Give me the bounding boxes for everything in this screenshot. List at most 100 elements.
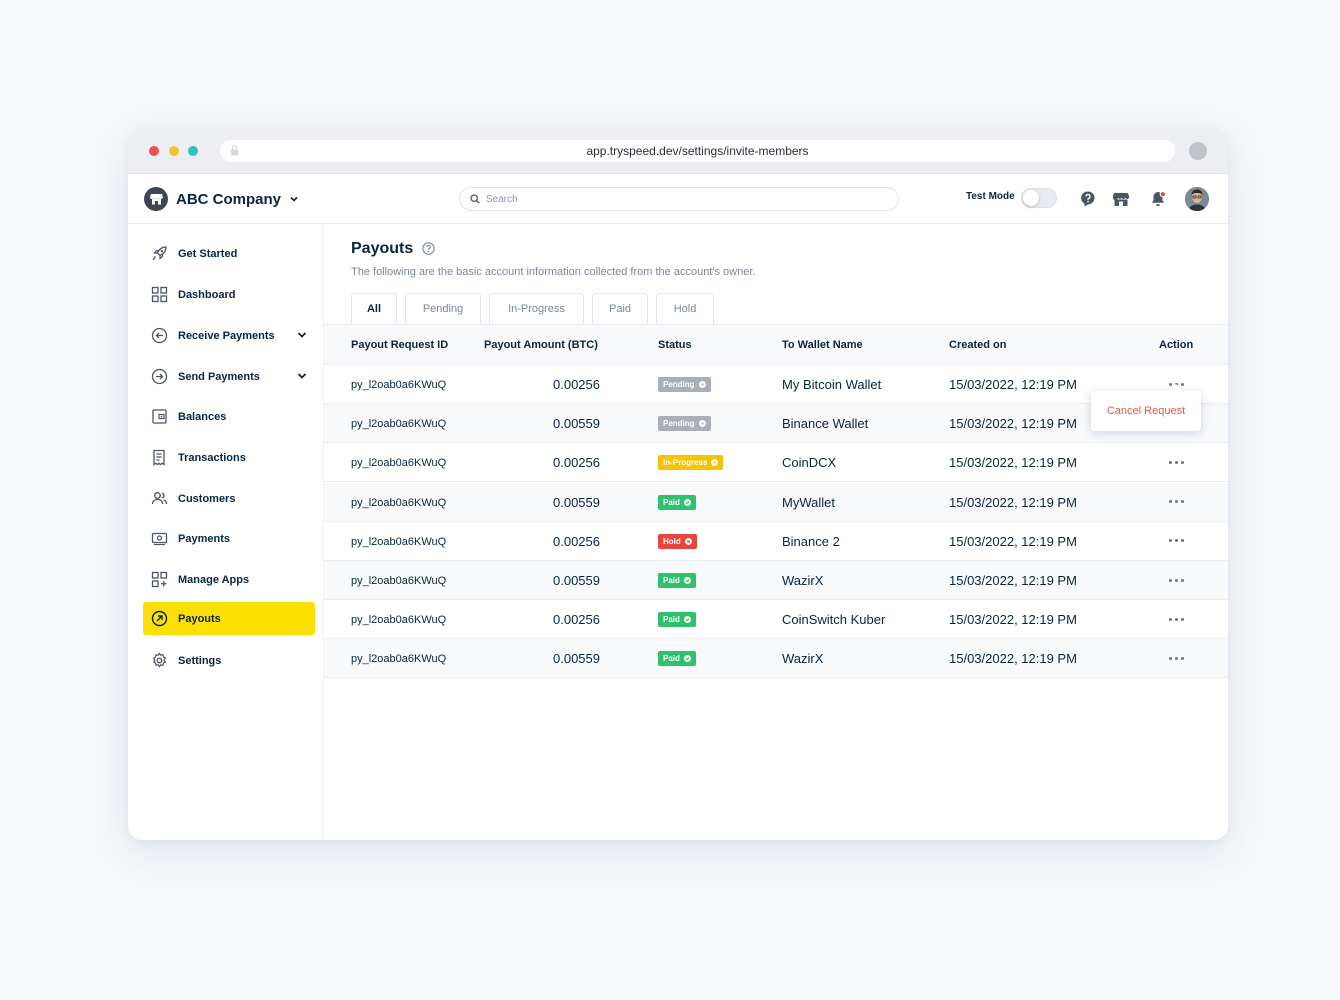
column-header-status: Status [658, 339, 692, 351]
wallet-name: My Bitcoin Wallet [782, 377, 882, 392]
store-logo-icon [144, 187, 168, 211]
rocket-icon [151, 245, 168, 262]
tab-hold[interactable]: Hold [656, 293, 714, 324]
sidebar-item-receive-payments[interactable]: Receive Payments [143, 319, 315, 352]
user-avatar[interactable] [1185, 187, 1209, 211]
column-header-created: Created on [949, 339, 1007, 351]
sidebar-item-transactions[interactable]: Transactions [143, 441, 315, 474]
cash-icon [151, 530, 168, 547]
tab-paid[interactable]: Paid [592, 293, 648, 324]
sidebar-item-label: Customers [178, 492, 236, 505]
company-switcher[interactable]: ABC Company [144, 187, 299, 211]
sidebar-item-manage-apps[interactable]: Manage Apps [143, 563, 315, 596]
payout-id: py_l2oab0a6KWuQ [351, 575, 447, 587]
sidebar-item-payments[interactable]: Payments [143, 522, 315, 555]
created-on: 15/03/2022, 12:19 PM [949, 494, 1077, 510]
sidebar-item-payouts[interactable]: Payouts [143, 602, 315, 635]
maximize-window-dot[interactable] [188, 146, 198, 156]
address-bar[interactable]: app.tryspeed.dev/settings/invite-members [220, 140, 1175, 162]
sidebar-item-label: Settings [178, 654, 222, 667]
page-subtitle: The following are the basic account info… [351, 266, 756, 278]
table-row[interactable]: py_l2oab0a6KWuQ 0.00256 Paid CoinSwitch Kub… [324, 600, 1228, 640]
cancel-request-menu-item[interactable]: Cancel Request [1091, 383, 1201, 431]
sidebar-item-balances[interactable]: Balances [143, 400, 315, 433]
sidebar-item-dashboard[interactable]: Dashboard [143, 278, 315, 311]
created-on: 15/03/2022, 12:19 PM [949, 651, 1077, 667]
sidebar-item-settings[interactable]: Settings [143, 644, 315, 677]
created-on: 15/03/2022, 12:19 PM [949, 573, 1077, 588]
payout-amount: 0.00256 [553, 455, 600, 471]
search-bar [459, 187, 899, 211]
status-label: Paid [663, 576, 680, 585]
table-row[interactable]: py_l2oab0a6KWuQ 0.00559 Paid WazirX 15/03/20… [324, 639, 1228, 679]
browser-profile-icon[interactable] [1189, 142, 1207, 160]
apps-add-icon [151, 571, 168, 588]
help-circle-icon[interactable] [422, 242, 435, 255]
column-header-action: Action [1159, 339, 1194, 351]
grid-icon [151, 286, 168, 303]
test-mode-toggle[interactable] [1021, 188, 1057, 208]
created-on: 15/03/2022, 12:19 PM [949, 377, 1077, 392]
help-icon[interactable] [1079, 190, 1097, 208]
table-row[interactable]: py_l2oab0a6KWuQ 0.00256 In-Progress CoinDCX… [324, 443, 1228, 483]
wallet-name: CoinSwitch Kuber [782, 612, 886, 628]
payout-amount: 0.00256 [553, 612, 600, 628]
payout-id: py_l2oab0a6KWuQ [351, 457, 447, 470]
payout-id: py_l2oab0a6KWuQ [351, 496, 447, 509]
payout-amount: 0.00256 [553, 533, 600, 549]
column-header-amount: Payout Amount (BTC) [484, 339, 598, 351]
arrow-in-circle-icon [151, 327, 168, 344]
table-row[interactable]: py_l2oab0a6KWuQ 0.00559 Paid MyWallet 15/03/… [324, 482, 1228, 522]
sidebar-item-label: Get Started [178, 247, 238, 260]
browser-window: app.tryspeed.dev/settings/invite-members… [128, 128, 1228, 840]
lock-icon [231, 145, 238, 156]
sidebar-item-get-started[interactable]: Get Started [143, 237, 315, 270]
store-icon[interactable] [1112, 190, 1130, 208]
wallet-name: WazirX [782, 651, 824, 667]
created-on: 15/03/2022, 12:19 PM [949, 533, 1077, 549]
more-actions-icon[interactable] [1166, 613, 1186, 625]
status-badge: Paid [658, 612, 696, 628]
sidebar-item-send-payments[interactable]: Send Payments [143, 360, 315, 393]
status-label: Pending [663, 380, 695, 389]
sidebar-item-customers[interactable]: Customers [143, 482, 315, 515]
wallet-icon [151, 408, 168, 425]
payout-amount: 0.00559 [553, 416, 600, 432]
payout-id: py_l2oab0a6KWuQ [351, 614, 447, 627]
payout-id: py_l2oab0a6KWuQ [351, 379, 447, 391]
table-row[interactable]: py_l2oab0a6KWuQ 0.00256 Pending My Bitcoin … [324, 365, 1228, 404]
table-row[interactable]: py_l2oab0a6KWuQ 0.00256 Hold Binance 2 15/03… [324, 522, 1228, 561]
tab-in-progress[interactable]: In-Progress [489, 293, 584, 324]
more-actions-icon[interactable] [1166, 496, 1186, 508]
search-input[interactable] [486, 193, 886, 205]
tab-all[interactable]: All [351, 293, 397, 324]
sidebar-item-label: Payments [178, 532, 230, 545]
created-on: 15/03/2022, 12:19 PM [949, 612, 1077, 628]
payout-amount: 0.00559 [553, 651, 600, 667]
gear-icon [151, 652, 168, 669]
tab-pending[interactable]: Pending [405, 293, 481, 324]
status-label: In-Progress [663, 458, 708, 468]
status-badge-icon [683, 577, 691, 584]
company-name: ABC Company [176, 190, 282, 208]
minimize-window-dot[interactable] [169, 146, 179, 156]
table-row[interactable]: py_l2oab0a6KWuQ 0.00559 Paid WazirX 15/03/20… [324, 561, 1228, 600]
status-badge-icon [683, 655, 691, 663]
more-actions-icon[interactable] [1166, 574, 1186, 586]
tabs-divider [324, 324, 1228, 325]
cancel-request-label: Cancel Request [1106, 405, 1186, 417]
created-on: 15/03/2022, 12:19 PM [949, 416, 1077, 432]
more-actions-icon[interactable] [1166, 456, 1186, 468]
more-actions-icon[interactable] [1166, 535, 1186, 547]
close-window-dot[interactable] [149, 146, 159, 156]
page-title: Payouts [351, 240, 414, 257]
wallet-name: MyWallet [782, 494, 835, 510]
sidebar-nav: Get Started Dashboard Receive Payments S… [128, 224, 324, 840]
notification-bell-icon[interactable] [1149, 190, 1167, 208]
payout-amount: 0.00559 [553, 494, 600, 510]
more-actions-icon[interactable] [1166, 652, 1186, 664]
search-icon [470, 194, 480, 204]
table-row[interactable]: py_l2oab0a6KWuQ 0.00559 Pending Binance Wal… [324, 404, 1228, 444]
url-text: app.tryspeed.dev/settings/invite-members [586, 144, 809, 158]
payout-amount: 0.00256 [553, 377, 600, 392]
